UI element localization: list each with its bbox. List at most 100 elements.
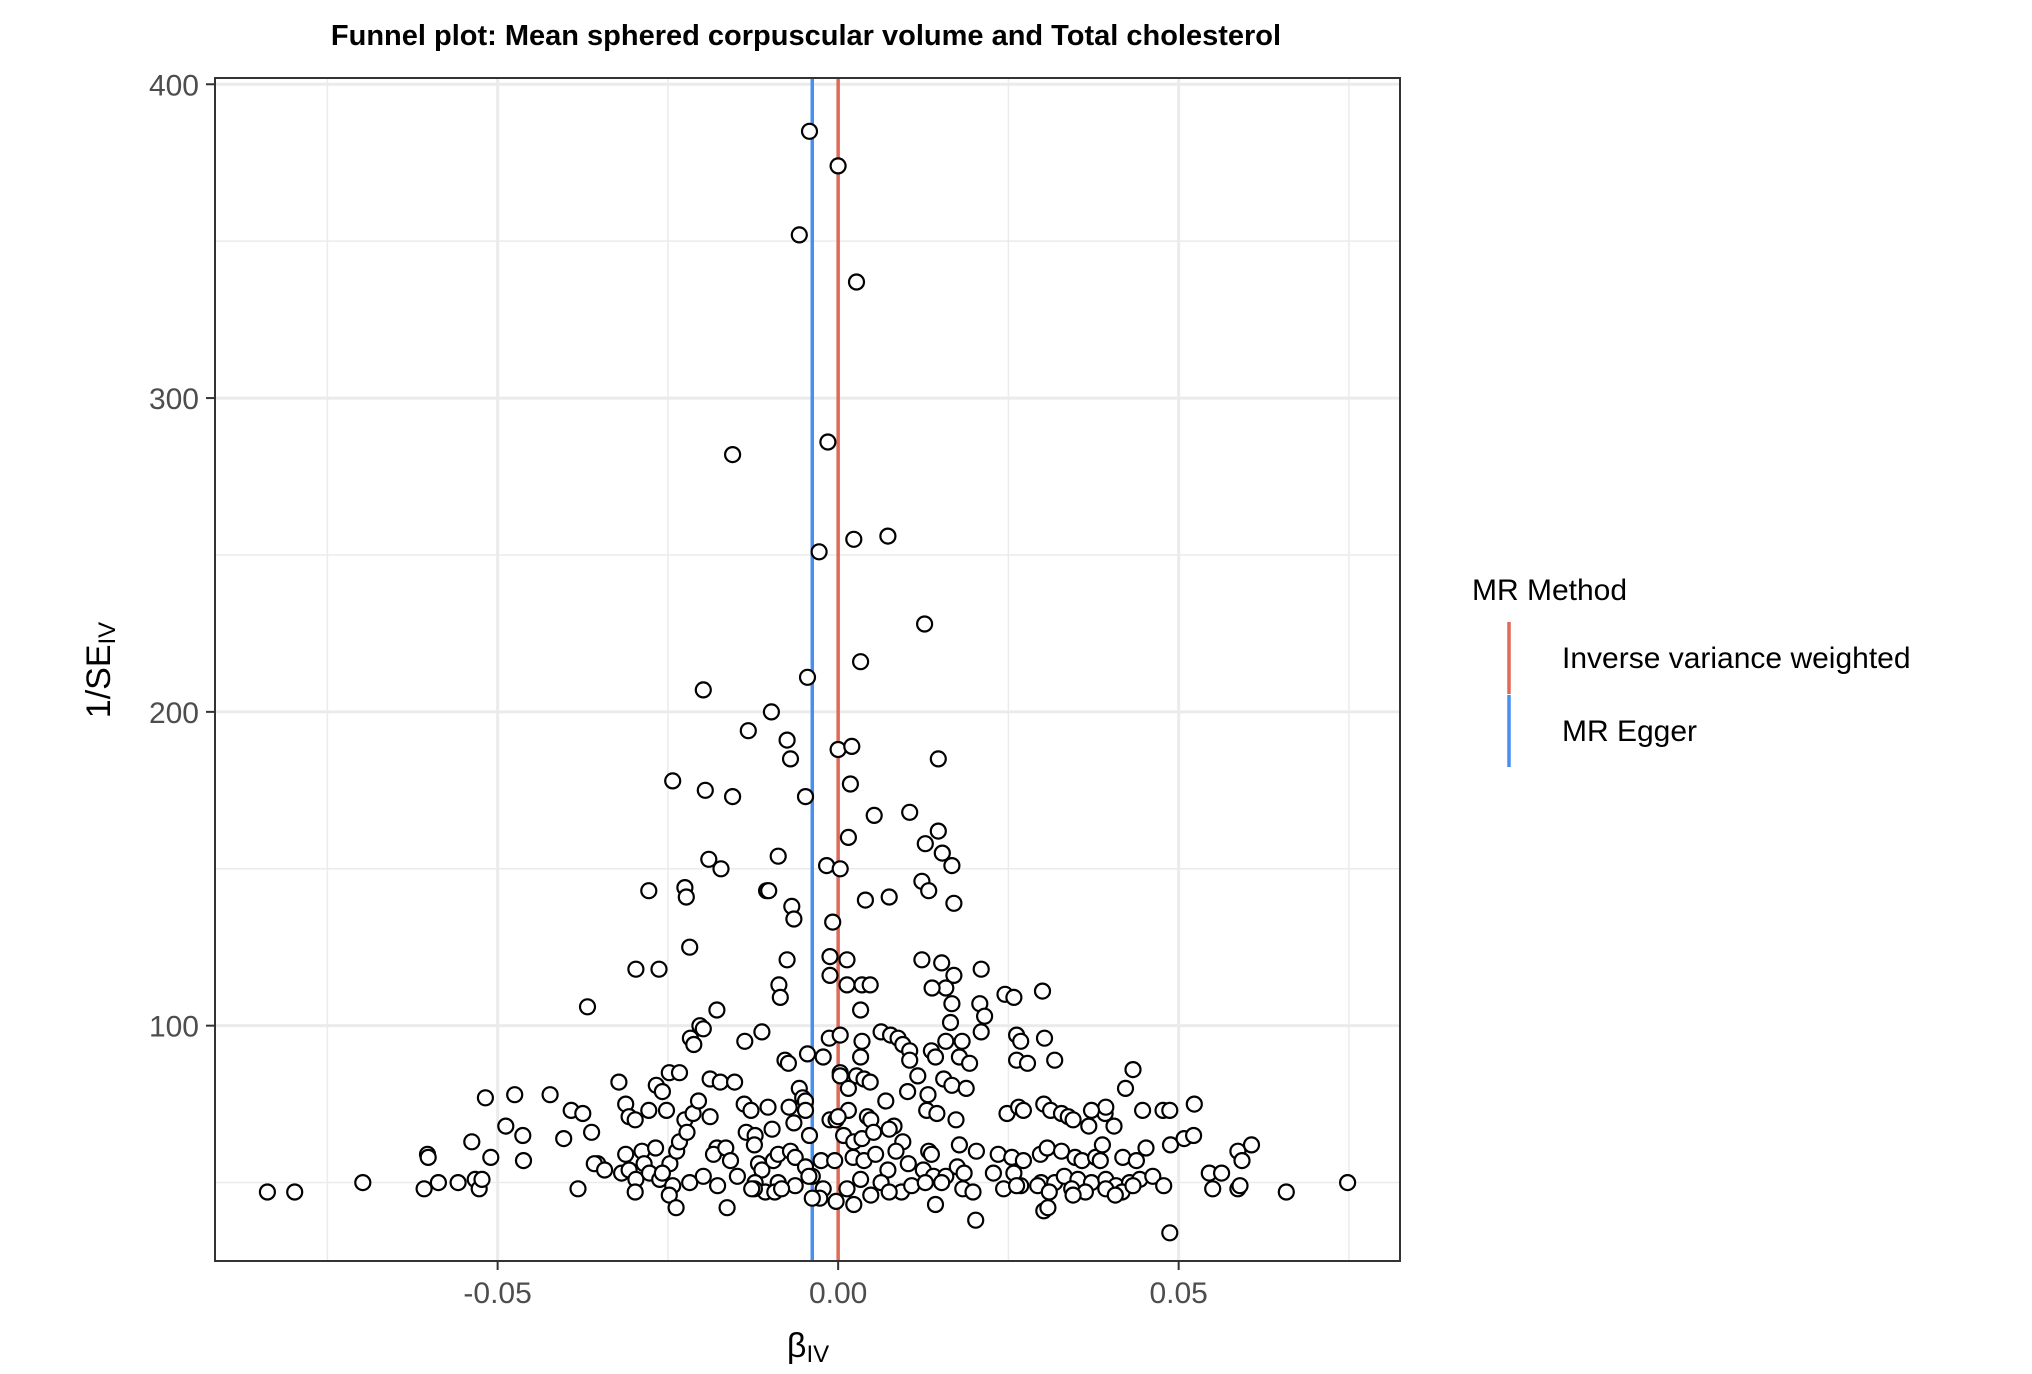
data-point	[800, 1126, 819, 1145]
plot-panel-border	[214, 77, 1401, 1262]
data-point	[803, 1189, 821, 1207]
data-point	[831, 860, 849, 878]
data-point	[1014, 1151, 1033, 1170]
data-point	[972, 1023, 990, 1041]
y-axis-title: 1/SEIV	[80, 622, 121, 718]
chart-title: Funnel plot: Mean sphered corpuscular vo…	[331, 20, 1281, 52]
data-point	[685, 1035, 703, 1054]
data-point	[916, 835, 934, 853]
data-point	[864, 1123, 883, 1141]
data-point	[950, 1136, 969, 1154]
data-point	[640, 1101, 658, 1120]
data-point	[926, 1048, 945, 1066]
data-point	[582, 1123, 601, 1141]
data-point	[569, 1180, 587, 1198]
data-point	[829, 157, 847, 175]
data-point	[972, 960, 990, 978]
data-point	[781, 750, 800, 768]
data-point	[827, 1192, 845, 1211]
data-point	[838, 951, 856, 969]
data-point	[640, 882, 658, 900]
data-point	[286, 1183, 304, 1201]
data-point	[1242, 1136, 1261, 1154]
data-point	[657, 1101, 676, 1120]
data-point	[769, 847, 787, 865]
x-axis-title-main: β	[787, 1327, 807, 1365]
y-tick-label: 400	[149, 69, 199, 102]
data-point	[1116, 1079, 1135, 1098]
data-point	[1040, 1183, 1058, 1201]
data-point	[1007, 1177, 1026, 1195]
data-point	[712, 860, 730, 878]
data-points	[258, 122, 1357, 1242]
legend-title: MR Method	[1472, 574, 1627, 607]
data-point	[694, 681, 712, 699]
data-point	[354, 1173, 372, 1192]
data-point	[721, 1151, 740, 1170]
data-point	[514, 1126, 532, 1145]
data-point	[880, 888, 898, 906]
data-point	[851, 1048, 870, 1066]
data-point	[429, 1173, 447, 1192]
data-point	[555, 1129, 573, 1148]
data-point	[760, 882, 778, 900]
data-point	[664, 772, 682, 790]
data-point	[742, 1101, 760, 1120]
data-point	[1106, 1186, 1124, 1204]
data-point	[967, 1142, 986, 1160]
x-axis-title-subscript: IV	[806, 1341, 829, 1368]
legend: MR Method Inverse variance weighted MR E…	[1472, 574, 1911, 767]
data-point	[1012, 1032, 1030, 1050]
data-point	[1204, 1180, 1222, 1198]
data-point	[449, 1173, 467, 1192]
data-point	[1144, 1167, 1162, 1185]
data-point	[933, 1173, 951, 1192]
data-point	[880, 1120, 898, 1138]
data-point	[903, 1177, 921, 1195]
data-point	[1091, 1151, 1109, 1170]
data-point	[957, 1079, 975, 1098]
data-point	[845, 530, 863, 548]
y-tick-label: 100	[149, 1011, 199, 1044]
data-point	[826, 1151, 844, 1170]
x-axis-title: βIV	[787, 1327, 829, 1368]
data-point	[838, 1180, 856, 1198]
data-point	[700, 850, 718, 868]
data-point	[725, 1073, 744, 1091]
data-point	[851, 1001, 870, 1019]
data-point	[778, 731, 796, 749]
y-axis-ticks: 100 200 300 400	[149, 69, 214, 1044]
data-point	[1137, 1139, 1155, 1157]
data-point	[945, 966, 963, 985]
data-point	[578, 998, 597, 1016]
data-point	[953, 1032, 971, 1050]
method-lines	[810, 78, 840, 1261]
data-point	[955, 1164, 973, 1182]
data-point	[798, 668, 817, 686]
data-point	[681, 938, 699, 956]
data-point	[831, 1026, 849, 1044]
data-point	[541, 1086, 559, 1104]
data-point	[866, 1145, 885, 1163]
data-point	[933, 954, 951, 972]
x-tick-label: 0.00	[809, 1277, 867, 1310]
data-point	[1080, 1117, 1098, 1135]
data-point	[829, 1108, 847, 1126]
data-point	[824, 913, 842, 931]
data-point	[810, 543, 828, 561]
data-point	[796, 1101, 815, 1120]
data-point	[916, 1173, 934, 1192]
legend-label-mr-egger: MR Egger	[1562, 715, 1697, 748]
data-point	[851, 653, 870, 671]
data-point	[1064, 1186, 1082, 1204]
data-point	[861, 976, 879, 994]
data-point	[839, 828, 858, 847]
data-point	[1064, 1111, 1082, 1129]
data-point	[473, 1170, 491, 1189]
data-point	[821, 947, 839, 966]
data-point	[800, 1167, 818, 1185]
data-point	[861, 1073, 879, 1091]
data-point	[1233, 1151, 1251, 1170]
data-point	[865, 806, 883, 825]
data-point	[1082, 1101, 1101, 1120]
